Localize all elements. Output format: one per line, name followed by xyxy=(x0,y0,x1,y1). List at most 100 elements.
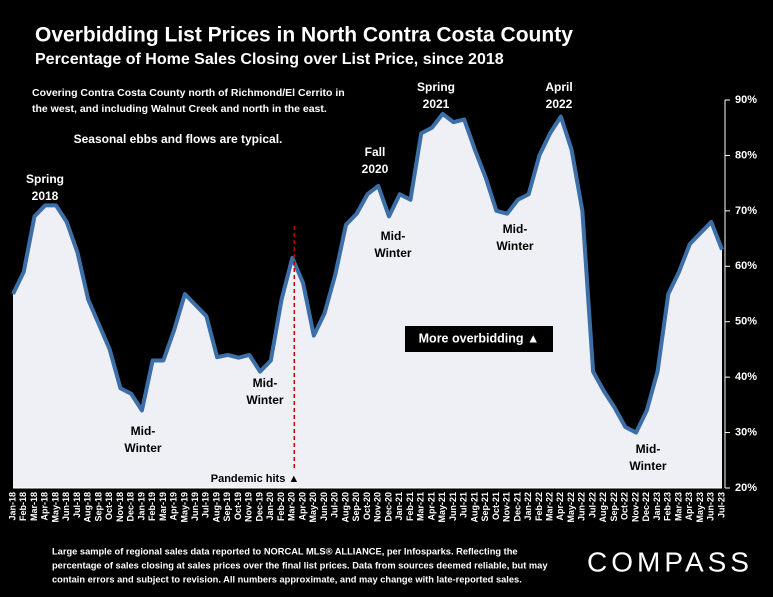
x-tick-label: Sep-21 xyxy=(480,492,490,522)
x-tick-label: Sep-20 xyxy=(351,492,361,522)
x-tick-label: Feb-21 xyxy=(405,492,415,521)
annotation: Mid- xyxy=(253,376,278,390)
annotation: Winter xyxy=(124,441,162,455)
note: the west, and including Walnut Creek and… xyxy=(32,103,327,115)
x-tick-label: May-22 xyxy=(566,492,576,523)
x-tick-label: Jan-18 xyxy=(7,492,17,521)
y-tick-label: 90% xyxy=(735,94,757,106)
annotation: 2018 xyxy=(32,189,59,203)
callout: More overbidding ▲ xyxy=(419,331,540,345)
x-tick-label: Jan-19 xyxy=(136,492,146,521)
x-tick-label: Jan-21 xyxy=(394,492,404,521)
annotation: Spring xyxy=(26,172,64,186)
x-tick-label: Jun-18 xyxy=(61,492,71,521)
x-tick-label: Aug-19 xyxy=(211,492,221,523)
annotation: Fall xyxy=(365,145,386,159)
footer: percentage of sales closing at sales pri… xyxy=(52,560,548,570)
x-tick-label: Mar-21 xyxy=(416,492,426,521)
x-tick-label: Nov-20 xyxy=(373,492,383,522)
x-tick-label: Sep-19 xyxy=(222,492,232,522)
annotation: Winter xyxy=(629,459,667,473)
y-tick-label: 70% xyxy=(735,205,757,217)
x-tick-label: Jan-20 xyxy=(265,492,275,521)
x-tick-label: Dec-22 xyxy=(641,492,651,522)
x-tick-label: Apr-18 xyxy=(40,492,50,521)
annotation: 2019 xyxy=(179,277,206,291)
annotation: Mid- xyxy=(636,442,661,456)
x-tick-label: Aug-20 xyxy=(340,492,350,523)
x-tick-label: Apr-21 xyxy=(426,492,436,521)
x-tick-label: Feb-18 xyxy=(18,492,28,521)
annotation: June xyxy=(693,181,721,195)
x-tick-label: Oct-20 xyxy=(362,492,372,520)
pandemic-label: Pandemic hits ▲ xyxy=(211,473,300,485)
annotation: 2022 xyxy=(546,97,573,111)
footer: contain errors and subject to revision. … xyxy=(52,574,522,584)
annotation: Winter xyxy=(246,393,284,407)
x-tick-label: Dec-19 xyxy=(254,492,264,522)
x-tick-label: Sep-22 xyxy=(609,492,619,522)
x-tick-label: Feb-22 xyxy=(534,492,544,521)
annotation: 2023 xyxy=(694,198,721,212)
x-tick-label: Mar-18 xyxy=(29,492,39,521)
x-tick-label: Nov-18 xyxy=(115,492,125,522)
x-tick-label: Sep-18 xyxy=(93,492,103,522)
x-tick-label: Oct-18 xyxy=(104,492,114,520)
chart-subtitle: Percentage of Home Sales Closing over Li… xyxy=(35,51,504,68)
x-tick-label: Nov-19 xyxy=(244,492,254,522)
x-tick-label: Aug-21 xyxy=(469,492,479,523)
x-tick-label: Dec-18 xyxy=(126,492,136,522)
x-tick-label: Mar-22 xyxy=(544,492,554,521)
x-tick-label: Aug-22 xyxy=(598,492,608,523)
x-tick-label: May-23 xyxy=(695,492,705,523)
footer: Large sample of regional sales data repo… xyxy=(52,546,518,556)
x-tick-label: Aug-18 xyxy=(83,492,93,523)
y-tick-label: 60% xyxy=(735,260,757,272)
annotation: Winter xyxy=(496,239,534,253)
annotation: 2021 xyxy=(423,97,450,111)
x-tick-label: Jun-23 xyxy=(706,492,716,521)
x-tick-label: Jun-19 xyxy=(190,492,200,521)
x-tick-label: Jul-23 xyxy=(716,492,726,518)
x-tick-label: Jun-21 xyxy=(448,492,458,521)
x-tick-label: Apr-23 xyxy=(684,492,694,521)
x-tick-label: May-19 xyxy=(179,492,189,523)
x-tick-label: Feb-20 xyxy=(276,492,286,521)
annotation: Spring xyxy=(417,80,455,94)
x-tick-label: Apr-22 xyxy=(555,492,565,521)
y-tick-label: 30% xyxy=(735,426,757,438)
x-tick-label: Mar-19 xyxy=(158,492,168,521)
x-tick-label: May-21 xyxy=(437,492,447,523)
x-tick-label: Dec-20 xyxy=(383,492,393,522)
x-tick-label: Jan-23 xyxy=(652,492,662,521)
x-tick-label: Apr-19 xyxy=(169,492,179,521)
x-tick-label: Mar-20 xyxy=(287,492,297,521)
x-tick-label: Jul-19 xyxy=(201,492,211,518)
chart-title: Overbidding List Prices in North Contra … xyxy=(35,24,573,47)
x-tick-label: Oct-22 xyxy=(620,492,630,520)
x-tick-label: Feb-19 xyxy=(147,492,157,521)
x-tick-label: Oct-21 xyxy=(491,492,501,520)
note: Seasonal ebbs and flows are typical. xyxy=(74,132,283,146)
x-tick-label: Nov-21 xyxy=(502,492,512,522)
x-tick-label: Mar-23 xyxy=(673,492,683,521)
x-tick-label: Oct-19 xyxy=(233,492,243,520)
y-tick-label: 50% xyxy=(735,316,757,328)
logo: COMPASS xyxy=(587,546,753,577)
annotation: Mid- xyxy=(131,424,156,438)
x-tick-label: Dec-21 xyxy=(512,492,522,522)
x-tick-label: Jul-21 xyxy=(459,492,469,518)
annotation: Mid- xyxy=(381,229,406,243)
callout-box xyxy=(405,326,553,352)
x-tick-label: Jul-18 xyxy=(72,492,82,518)
x-tick-label: Jun-22 xyxy=(577,492,587,521)
y-tick-label: 40% xyxy=(735,371,757,383)
x-tick-label: May-20 xyxy=(308,492,318,523)
annotation: Winter xyxy=(374,246,412,260)
annotation: 2020 xyxy=(362,162,389,176)
annotation: Spring xyxy=(173,260,211,274)
x-tick-label: Feb-23 xyxy=(663,492,673,521)
note: Covering Contra Costa County north of Ri… xyxy=(32,87,345,99)
y-tick-label: 20% xyxy=(735,482,757,494)
